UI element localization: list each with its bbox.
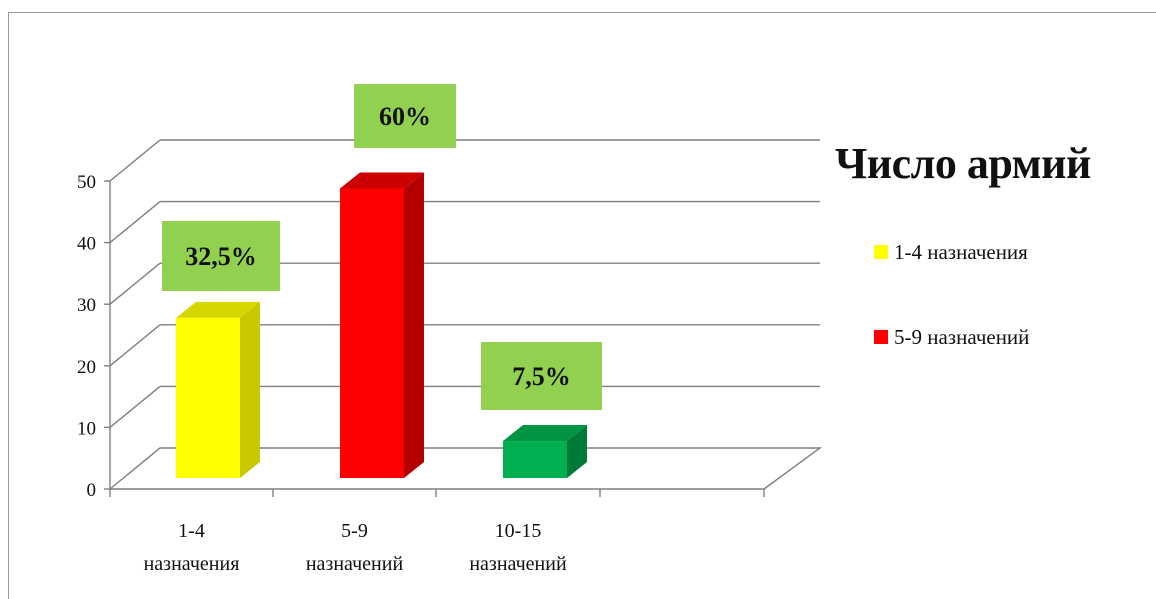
y-tick-label: 40 [77,234,96,255]
slide-frame [8,12,1156,599]
data-label: 7,5% [512,362,571,391]
data-label: 32,5% [185,242,257,271]
bar-top [340,172,424,189]
bar-side [404,172,424,479]
legend-swatch-red [874,330,888,344]
legend-item-1-4: 1-4 назначения [874,240,1028,264]
bar-1 [176,317,240,478]
y-tick-label: 20 [77,357,96,378]
category-label: 10-15 [495,520,542,542]
bar-3 [503,441,567,478]
chart-floor [108,447,823,490]
category-label: 1-4 [178,520,205,542]
category-label: назначений [306,553,404,575]
data-label: 60% [379,102,431,131]
bar-top [503,425,587,442]
chart-title: Число армий [835,139,1091,188]
data-label-box [162,221,280,291]
y-tick-label: 30 [77,295,96,316]
category-label: назначения [144,553,240,575]
legend-label: 1-4 назначения [894,239,1028,264]
y-tick-label: 50 [77,172,96,193]
gridline-side [109,262,161,305]
y-tick-label: 0 [87,480,97,501]
bar-side [240,301,260,478]
gridline-side [109,324,161,367]
bar-2 [340,188,404,479]
category-label: 5-9 [341,520,368,542]
legend-item-5-9: 5-9 назначений [874,325,1029,349]
legend-swatch-yellow [874,245,888,259]
gridline-side [109,139,161,182]
legend-label: 5-9 назначений [894,324,1030,349]
bar-side [567,425,587,478]
y-tick-label: 10 [77,418,96,439]
data-label-box [354,84,456,148]
category-label: назначений [469,553,567,575]
data-label-box [481,342,602,410]
gridline-side [109,201,161,244]
gridline-side [109,385,161,428]
bar-top [176,301,260,318]
